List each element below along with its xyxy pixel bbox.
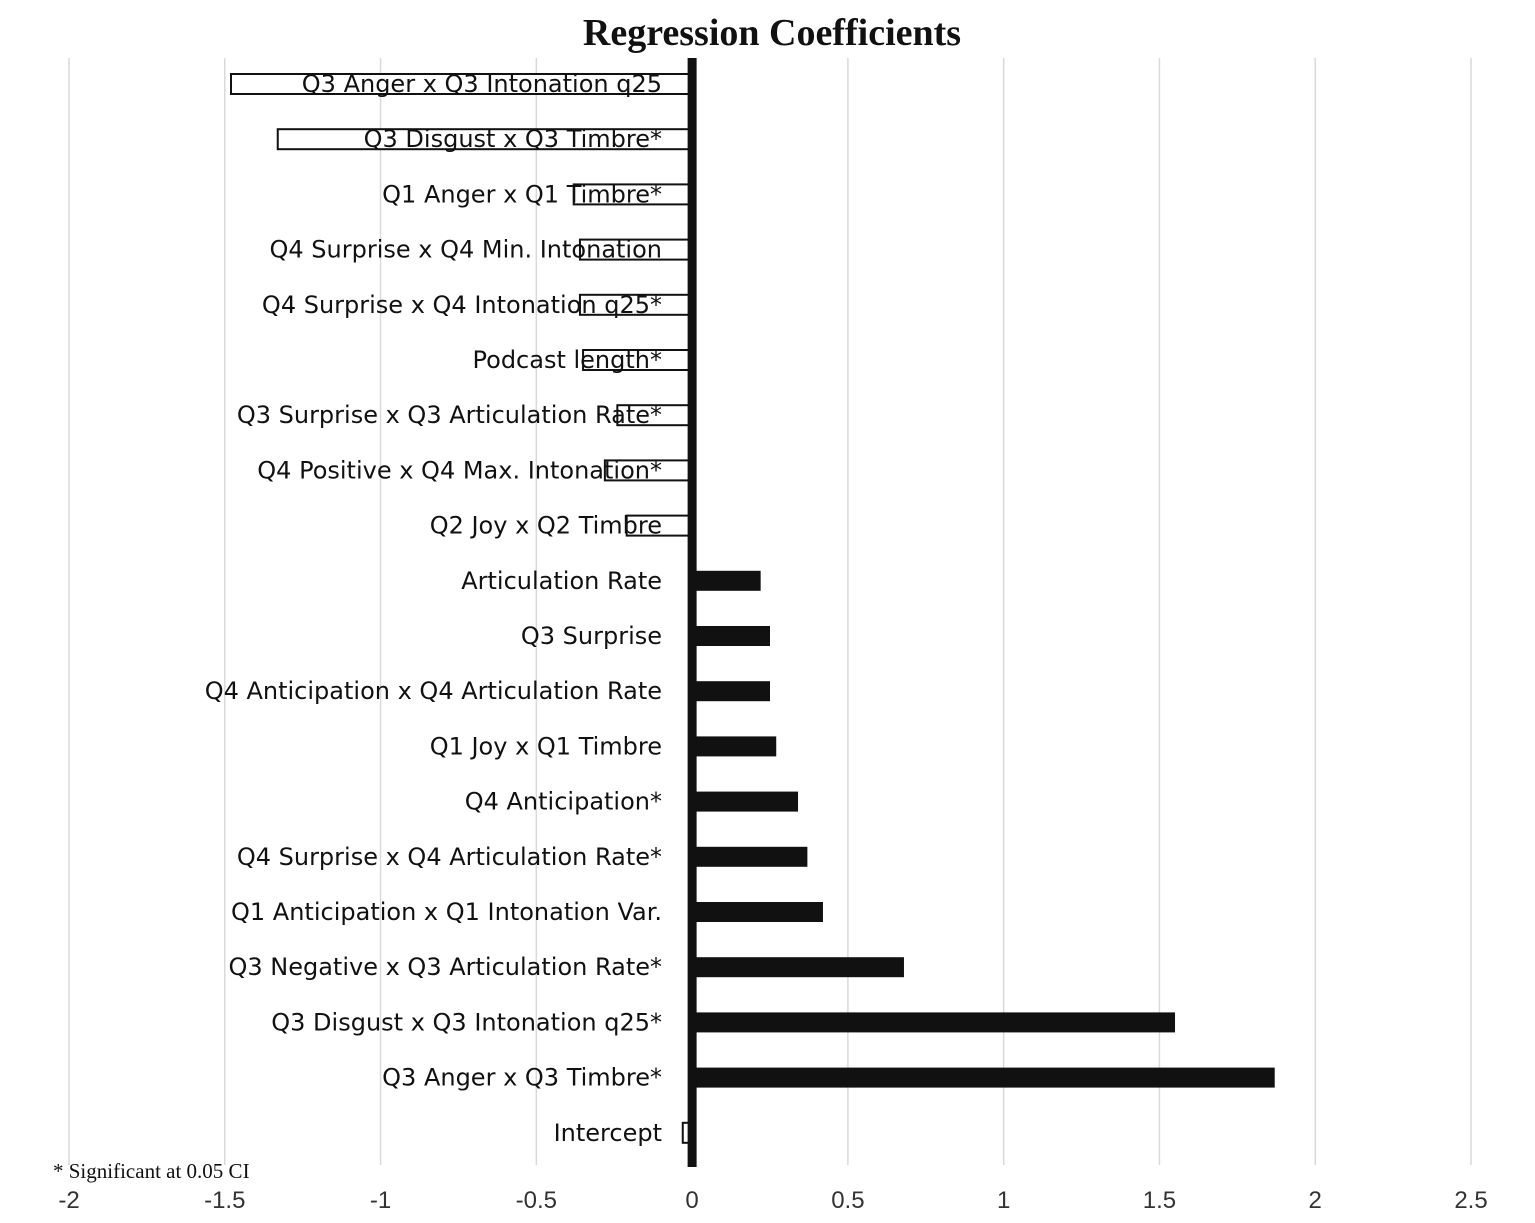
- category-label: Q3 Surprise x Q3 Articulation Rate*: [237, 401, 662, 429]
- category-label: Articulation Rate: [461, 567, 662, 595]
- category-label: Q4 Surprise x Q4 Intonation q25*: [262, 291, 662, 319]
- category-label: Podcast length*: [473, 346, 662, 374]
- category-label: Q3 Negative x Q3 Articulation Rate*: [228, 953, 662, 981]
- chart-title: Regression Coefficients: [583, 12, 961, 54]
- bar: [692, 791, 799, 812]
- tick-label: 1.5: [1143, 1187, 1176, 1214]
- tick-label: 1: [997, 1187, 1010, 1214]
- category-label: Q1 Joy x Q1 Timbre: [430, 732, 662, 760]
- tick-label: 0: [685, 1187, 698, 1214]
- tick-label: 2: [1309, 1187, 1322, 1214]
- bar: [692, 957, 904, 978]
- category-label: Q4 Surprise x Q4 Min. Intonation: [269, 236, 662, 264]
- bar: [692, 570, 761, 591]
- bar: [692, 846, 808, 867]
- category-label: Q4 Anticipation x Q4 Articulation Rate: [205, 677, 662, 705]
- category-label: Q2 Joy x Q2 Timbre: [430, 512, 662, 540]
- category-label: Q4 Anticipation*: [465, 788, 662, 816]
- tick-label: 2.5: [1454, 1187, 1487, 1214]
- tick-label: -0.5: [516, 1187, 557, 1214]
- category-label: Q3 Disgust x Q3 Timbre*: [364, 125, 662, 153]
- category-label: Q1 Anger x Q1 Timbre*: [382, 180, 662, 208]
- category-label: Q4 Surprise x Q4 Articulation Rate*: [237, 843, 662, 871]
- category-label: Q3 Anger x Q3 Timbre*: [382, 1064, 662, 1092]
- bar: [692, 681, 770, 702]
- gridlines: [68, 58, 1472, 1165]
- category-label: Q3 Surprise: [521, 622, 662, 650]
- tick-label: 0.5: [831, 1187, 864, 1214]
- bar: [692, 736, 777, 757]
- footnote: * Significant at 0.05 CI: [53, 1159, 250, 1183]
- bar: [692, 626, 770, 646]
- tick-label: -1: [370, 1187, 391, 1214]
- bars: [230, 73, 1275, 1144]
- bar: [692, 902, 823, 922]
- category-label: Q3 Anger x Q3 Intonation q25: [302, 70, 662, 98]
- bar: [692, 1067, 1275, 1088]
- category-label: Q3 Disgust x Q3 Intonation q25*: [271, 1008, 662, 1036]
- category-label: Q4 Positive x Q4 Max. Intonation*: [257, 456, 662, 484]
- category-label: Intercept: [554, 1119, 662, 1147]
- tick-label: -2: [58, 1187, 79, 1214]
- bar: [692, 1012, 1176, 1033]
- category-labels: Q3 Anger x Q3 Intonation q25 Q3 Disgust x…: [205, 70, 662, 1147]
- tick-label: -1.5: [204, 1187, 245, 1214]
- x-axis-ticks: -2 -1.5 -1 -0.5 0 0.5 1 1.5 2 2.5: [58, 1187, 1487, 1214]
- category-label: Q1 Anticipation x Q1 Intonation Var.: [231, 898, 662, 926]
